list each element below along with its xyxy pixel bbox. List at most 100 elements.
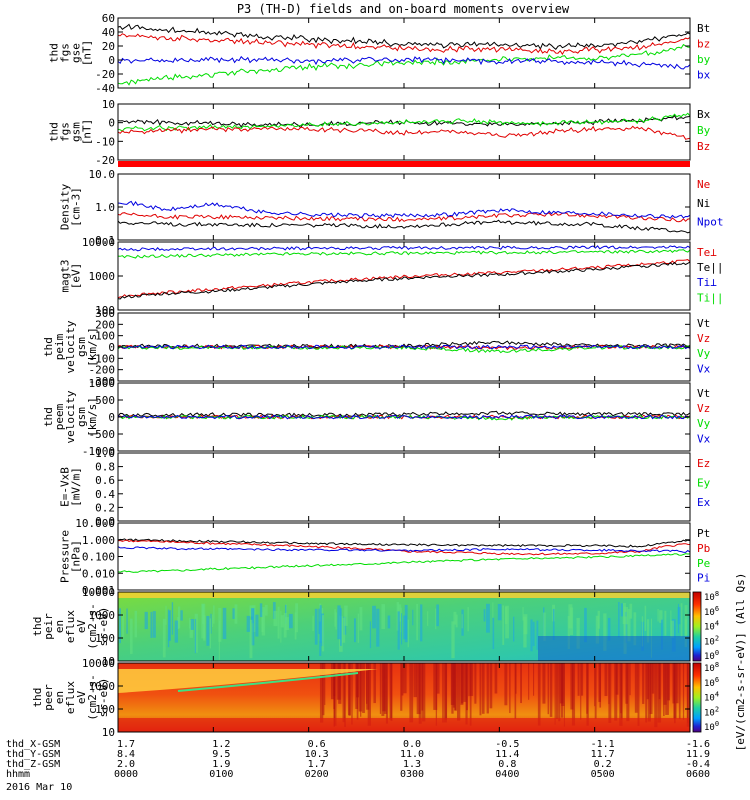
spectrogram-stripe (674, 663, 676, 724)
spectrogram-stripe (682, 663, 685, 720)
spectrogram-stripe (351, 663, 353, 725)
y-tick-label: 1000 (89, 377, 116, 390)
legend-entry-Pe: Pe (697, 557, 710, 570)
y-axis-label-line: sr-eV) (97, 678, 110, 718)
spectrogram-stripe (645, 663, 648, 723)
time-row-value: -0.5 (495, 739, 519, 750)
time-row-value: 1.2 (212, 739, 230, 750)
spectrogram-stripe (479, 663, 482, 716)
spectrogram-stripe (560, 663, 564, 718)
y-axis-label-line: fgs (59, 122, 72, 142)
y-axis-label-line: [cm-3] (70, 187, 83, 227)
spectrogram-stripe (461, 663, 464, 704)
y-axis-label-line: (cm2-s- (86, 603, 99, 649)
spectrogram-stripe (599, 663, 602, 708)
y-axis-label-line: velocity (64, 320, 77, 373)
time-row-value: -0.4 (686, 759, 710, 770)
spectrogram-stripe (337, 605, 341, 640)
spectrogram-stripe (190, 619, 194, 630)
series-line-Bz (117, 125, 691, 140)
spectrogram-stripe (379, 663, 382, 714)
spectrogram-stripe (362, 663, 365, 713)
y-tick-label: 0 (108, 54, 115, 67)
spectrogram-stripe (570, 663, 574, 710)
time-row-value: 8.4 (117, 749, 135, 760)
spectrogram-stripe (422, 663, 426, 722)
series-line-Vx (117, 414, 691, 420)
time-row-value: 2.0 (117, 759, 135, 770)
time-row-value: 0300 (400, 769, 424, 780)
spectrogram-stripe (604, 663, 608, 697)
y-tick-label: -100 (89, 352, 116, 365)
spectrogram-stripe (558, 663, 561, 722)
legend-entry-Bx: Bx (697, 108, 711, 121)
time-row-value: 0400 (495, 769, 519, 780)
spectrogram-stripe (344, 605, 348, 626)
time-row-value: 10.3 (305, 749, 329, 760)
y-tick-label: -500 (89, 428, 116, 441)
spectrogram-yellow-region (118, 669, 378, 693)
series-line-Pb (117, 539, 691, 556)
y-axis-label-line: gse (70, 43, 83, 63)
spectrogram-stripe (403, 663, 407, 694)
y-axis-label-line: thd (48, 122, 61, 142)
y-axis-label-line: magt3 (59, 259, 72, 292)
y-axis-label-line: en (53, 691, 66, 704)
spectrogram-stripe (680, 603, 683, 637)
spectrogram-stripe (288, 613, 293, 629)
time-row-value: 0.0 (403, 739, 421, 750)
y-axis-label: Pressure[nPa] (59, 530, 83, 583)
spectrogram-stripe (126, 608, 128, 634)
spectrogram-stripe (483, 609, 486, 622)
spectrogram-stripe (577, 663, 580, 696)
spectrogram-stripe (357, 613, 360, 643)
spectrogram-stripe (177, 617, 180, 630)
spectrogram-stripe (641, 616, 644, 647)
legend-entry-Vz: Vz (697, 402, 710, 415)
spectrogram-stripe (486, 603, 490, 633)
y-tick-label: 500 (95, 394, 115, 407)
spectrogram-stripe (272, 602, 276, 619)
series-line-Te|| (117, 261, 691, 300)
time-row-value: 0.6 (308, 739, 326, 750)
y-tick-label: 40 (102, 26, 115, 39)
spectrogram-stripe (533, 663, 535, 696)
y-axis-label-line: eflux (64, 681, 77, 714)
spectrogram-stripe (646, 663, 649, 700)
legend-entry-Vz: Vz (697, 332, 710, 345)
spectrogram-stripe (649, 663, 653, 715)
spectrogram-stripe (642, 663, 645, 704)
spectrogram-stripe (528, 663, 530, 700)
spectrogram-stripe (608, 663, 612, 723)
spectrogram-stripe (481, 663, 485, 714)
time-row-value: 11.0 (400, 749, 424, 760)
time-row-label: thd_Z-GSM (6, 759, 60, 770)
colorbar-tick-exponent: 0 (715, 649, 719, 657)
spectrogram-stripe (436, 604, 439, 627)
spectrogram-stripe (637, 663, 640, 726)
spectrogram-stripe (497, 603, 502, 621)
spectrogram-stripe (523, 616, 527, 648)
spectrogram-stripe (436, 663, 440, 694)
spectrogram-stripe (407, 619, 409, 648)
time-row-value: 1.3 (403, 759, 421, 770)
y-tick-label: 0.6 (95, 474, 115, 487)
panel-temperature: 10000 1000 100 magt3[eV] Te⊥ Te|| Ti⊥ Ti|| (59, 236, 724, 317)
status-bar (118, 161, 690, 167)
spectrogram-stripe (119, 608, 121, 644)
spectrogram-low-band (538, 636, 690, 661)
y-tick-label: 0.8 (95, 461, 115, 474)
series-line-Pe (117, 553, 691, 573)
spectrogram-stripe (457, 663, 461, 721)
spectrogram-stripe (162, 618, 166, 658)
y-axis-label-line: sr-eV) (97, 607, 110, 647)
y-axis-label-line: gsm (75, 407, 88, 427)
spectrogram-stripe (664, 610, 667, 636)
spectrogram-stripe (678, 663, 681, 720)
spectrogram-stripe (344, 663, 346, 727)
y-tick-label: -200 (89, 364, 116, 377)
y-axis-label-line: velocity (64, 390, 77, 443)
series-line-Ni (117, 219, 691, 234)
spectrogram-stripe (372, 605, 376, 629)
